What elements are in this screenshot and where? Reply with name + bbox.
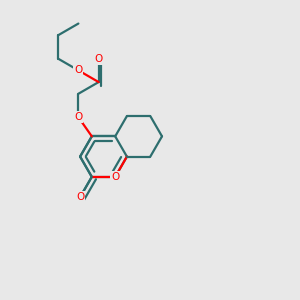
Text: O: O <box>76 192 84 202</box>
Text: O: O <box>94 54 103 64</box>
Text: O: O <box>74 65 83 75</box>
Text: O: O <box>74 112 83 122</box>
Text: O: O <box>111 172 119 182</box>
